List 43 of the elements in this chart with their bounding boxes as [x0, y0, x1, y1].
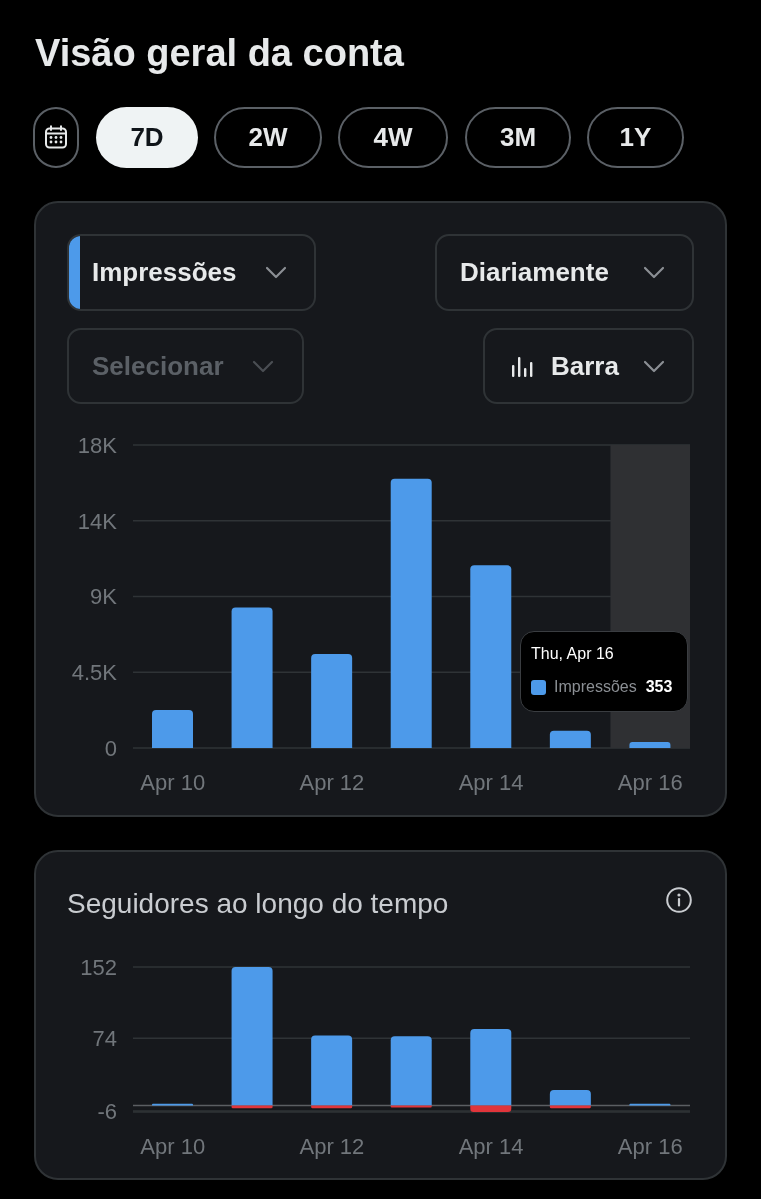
x-tick-label: Apr 10 — [140, 1133, 206, 1159]
annotation: Thu, Apr 16 — [531, 645, 614, 662]
y-tick-label: 14K — [77, 508, 118, 534]
bar — [231, 607, 273, 748]
y-tick-label: 0 — [104, 735, 117, 761]
y-tick-label: -6 — [97, 1098, 117, 1124]
data-label: 353 — [645, 678, 673, 695]
dropdown: Selecionar — [67, 328, 304, 404]
bar — [470, 1105, 512, 1112]
bar — [549, 730, 591, 748]
chart-title: Seguidores ao longo do tempo — [67, 888, 449, 919]
bar — [390, 1036, 432, 1106]
x-tick-label: Apr 12 — [299, 1133, 365, 1159]
x-tick-label: Apr 14 — [458, 1133, 524, 1159]
pill-button: 1Y — [587, 107, 684, 168]
chart-title: Visão geral da conta — [35, 32, 404, 74]
dropdown: Barra — [483, 328, 694, 404]
y-tick-label: 152 — [80, 954, 117, 980]
x-tick-label: Apr 10 — [140, 769, 206, 795]
pill-button: 4W — [338, 107, 448, 168]
y-tick-label: 18K — [77, 432, 118, 458]
bar — [231, 967, 273, 1106]
dropdown: Diariamente — [435, 234, 694, 311]
bar — [152, 709, 193, 748]
y-tick-label: 9K — [90, 584, 118, 610]
bar — [470, 565, 512, 748]
bar — [390, 478, 432, 748]
x-tick-label: Apr 16 — [617, 769, 683, 795]
dropdown: Impressões — [67, 234, 316, 311]
pill-button: 7D — [96, 107, 198, 168]
legend-label: Impressões — [554, 678, 637, 695]
bar — [311, 653, 353, 748]
bar — [549, 1090, 591, 1106]
bar — [470, 1029, 512, 1106]
x-tick-label: Apr 16 — [617, 1133, 683, 1159]
y-tick-label: 74 — [92, 1025, 117, 1051]
x-tick-label: Apr 12 — [299, 769, 365, 795]
pill-button: 2W — [214, 107, 322, 168]
pill-button: 3M — [465, 107, 571, 168]
bar — [629, 742, 671, 748]
x-tick-label: Apr 14 — [458, 769, 524, 795]
y-tick-label: 4.5K — [71, 660, 118, 686]
bar — [311, 1035, 353, 1106]
